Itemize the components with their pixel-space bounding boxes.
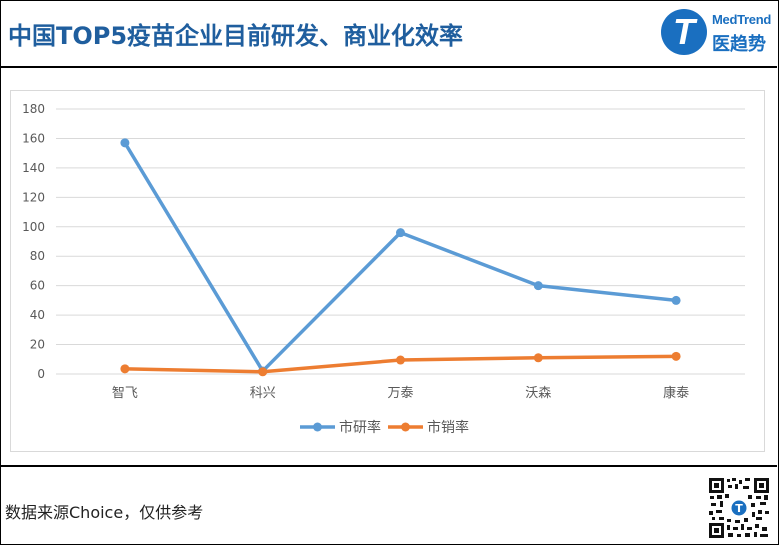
series-line [123,141,677,373]
header: 中国TOP5疫苗企业目前研发、商业化效率 T MedTrend 医趋势 [0,0,777,68]
logo-letter: T [673,11,695,52]
x-tick-label: 智飞 [112,386,138,401]
x-tick-label: 康泰 [663,385,689,401]
logo-text-en: MedTrend [712,12,771,27]
legend-marker-icon [313,422,322,432]
data-point-marker [396,228,405,238]
medtrend-logo: T MedTrend 医趋势 [661,9,771,57]
legend-label: 市研率 [339,419,381,436]
medtrend-t-logo-icon [661,9,707,55]
data-point-marker [120,138,130,148]
y-tick-label: 180 [22,102,45,116]
chart-area: 0 20 40 60 80 100 120 140 160 180 智飞 科兴 万泰 沃森 康泰市研率 市销率 [10,90,765,452]
data-point-marker [533,353,543,363]
y-tick-label: 120 [22,190,45,204]
y-tick-label: 40 [30,308,45,322]
page-title: 中国TOP5疫苗企业目前研发、商业化效率 [8,22,464,50]
logo-text-cn: 医趋势 [712,34,766,55]
data-point-marker [671,295,681,305]
qr-code-icon: T [708,477,770,539]
svg-text:T: T [735,502,743,515]
y-tick-label: 60 [30,279,45,293]
x-tick-label: 沃森 [525,386,551,401]
y-tick-label: 140 [22,161,45,175]
y-tick-label: 100 [22,220,45,234]
y-tick-label: 80 [30,249,45,263]
data-point-marker [533,281,543,291]
y-tick-label: 160 [22,131,45,145]
data-point-marker [120,364,130,374]
data-source-note: 数据来源Choice，仅供参考 [5,503,204,522]
x-tick-label: 万泰 [387,386,413,401]
data-point-marker [671,351,681,361]
data-point-marker [258,367,268,377]
y-tick-label: 20 [30,338,45,352]
legend-label: 市销率 [427,419,469,436]
legend-marker-icon [401,422,410,432]
footer: 数据来源Choice，仅供参考 T [0,465,777,545]
y-tick-label: 0 [37,367,45,381]
data-point-marker [396,355,405,365]
x-tick-label: 科兴 [250,386,276,401]
